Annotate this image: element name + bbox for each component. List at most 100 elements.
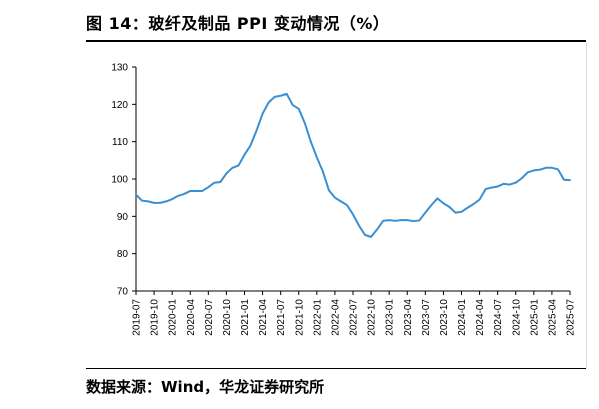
x-tick-label: 2024-07 [493, 299, 504, 336]
data-point [141, 200, 143, 202]
x-tick-label: 2021-04 [258, 299, 269, 336]
data-point [237, 165, 239, 167]
data-point [189, 190, 191, 192]
data-point [461, 211, 463, 213]
data-point [135, 194, 137, 196]
data-point [515, 182, 517, 184]
x-tick-label: 2021-01 [240, 299, 251, 336]
data-point [467, 207, 469, 209]
data-point [286, 93, 288, 95]
x-axis: 2019-07 2019-10 2020-01 2020-04 2020-07 2020-… [132, 290, 577, 336]
data-point [412, 220, 414, 222]
data-point [545, 167, 547, 169]
data-point [322, 171, 324, 173]
data-point [400, 219, 402, 221]
data-point [370, 236, 372, 238]
data-point [448, 206, 450, 208]
title-underline [86, 40, 586, 42]
data-source-note: 数据来源：Wind，华龙证券研究所 [86, 378, 325, 396]
data-point [442, 202, 444, 204]
data-point [376, 228, 378, 230]
x-tick-label: 2023-07 [421, 299, 432, 336]
data-point [509, 184, 511, 186]
data-point [153, 202, 155, 204]
data-point [430, 204, 432, 206]
data-point [394, 220, 396, 222]
data-point [231, 167, 233, 169]
data-point [298, 108, 300, 110]
figure-title: 图 14：玻纤及制品 PPI 变动情况（%） [86, 14, 390, 33]
data-point [280, 95, 282, 97]
data-point [527, 171, 529, 173]
data-point [358, 225, 360, 227]
data-point [491, 187, 493, 189]
x-tick-label: 2019-10 [150, 299, 161, 336]
y-tick-label: 120 [111, 100, 128, 111]
x-tick-label: 2023-01 [385, 299, 396, 336]
x-tick-label: 2022-07 [349, 299, 360, 336]
data-point [479, 199, 481, 201]
x-tick-label: 2022-10 [367, 299, 378, 336]
data-point [159, 202, 161, 204]
y-tick-label: 80 [117, 249, 129, 260]
x-tick-label: 2023-04 [403, 299, 414, 336]
data-point [539, 169, 541, 171]
data-point [256, 129, 258, 131]
data-point [225, 172, 227, 174]
data-point [382, 220, 384, 222]
x-tick-label: 2020-01 [168, 299, 179, 336]
x-tick-label: 2022-01 [312, 299, 323, 336]
data-point [183, 193, 185, 195]
data-point [388, 219, 390, 221]
data-point [364, 234, 366, 236]
data-point [533, 169, 535, 171]
x-tick-label: 2020-04 [186, 299, 197, 336]
data-point [262, 113, 264, 115]
x-tick-label: 2025-07 [566, 299, 577, 336]
x-tick-label: 2025-01 [529, 299, 540, 336]
data-point [424, 212, 426, 214]
y-tick-label: 110 [112, 137, 128, 148]
data-point [406, 219, 408, 221]
y-tick-label: 100 [111, 175, 128, 186]
data-point [485, 188, 487, 190]
data-point [557, 168, 559, 170]
x-tick-label: 2019-07 [132, 299, 143, 336]
data-point [268, 101, 270, 103]
data-point [201, 190, 203, 192]
data-point [328, 189, 330, 191]
data-point [454, 212, 456, 214]
data-point [436, 197, 438, 199]
x-tick-label: 2022-04 [330, 299, 341, 336]
data-point [310, 141, 312, 143]
source-rule [86, 368, 586, 369]
data-point [563, 179, 565, 181]
data-point [346, 204, 348, 206]
data-point [304, 122, 306, 124]
data-point [147, 200, 149, 202]
data-point [497, 185, 499, 187]
x-tick-label: 2024-10 [511, 299, 522, 336]
x-tick-label: 2021-10 [294, 299, 305, 336]
data-point [292, 104, 294, 106]
data-point [171, 198, 173, 200]
data-point [334, 197, 336, 199]
data-point [250, 144, 252, 146]
x-tick-label: 2021-07 [276, 299, 287, 336]
data-point [316, 156, 318, 158]
data-point [195, 190, 197, 192]
data-point [521, 177, 523, 179]
series-layer [135, 92, 571, 238]
data-point [418, 219, 420, 221]
x-tick-label: 2020-07 [204, 299, 215, 336]
data-point [503, 183, 505, 185]
x-tick-label: 2024-04 [475, 299, 486, 336]
data-point [274, 96, 276, 98]
data-point [207, 186, 209, 188]
panel-divider [586, 42, 587, 368]
x-tick-label: 2025-04 [547, 299, 558, 336]
data-point [213, 182, 215, 184]
data-point [569, 179, 571, 181]
x-tick-label: 2023-10 [439, 299, 450, 336]
